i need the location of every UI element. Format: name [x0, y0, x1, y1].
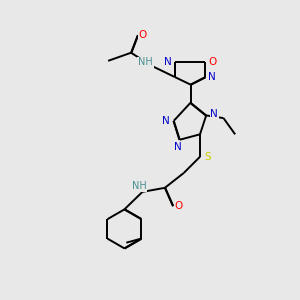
- Text: NH: NH: [132, 182, 147, 191]
- Text: NH: NH: [138, 58, 153, 68]
- Text: O: O: [209, 57, 217, 67]
- Text: N: N: [175, 142, 182, 152]
- Text: O: O: [139, 30, 147, 40]
- Text: S: S: [204, 152, 211, 162]
- Text: N: N: [208, 72, 216, 82]
- Text: N: N: [162, 116, 170, 126]
- Text: O: O: [175, 201, 183, 211]
- Text: N: N: [164, 57, 172, 67]
- Text: N: N: [210, 109, 218, 119]
